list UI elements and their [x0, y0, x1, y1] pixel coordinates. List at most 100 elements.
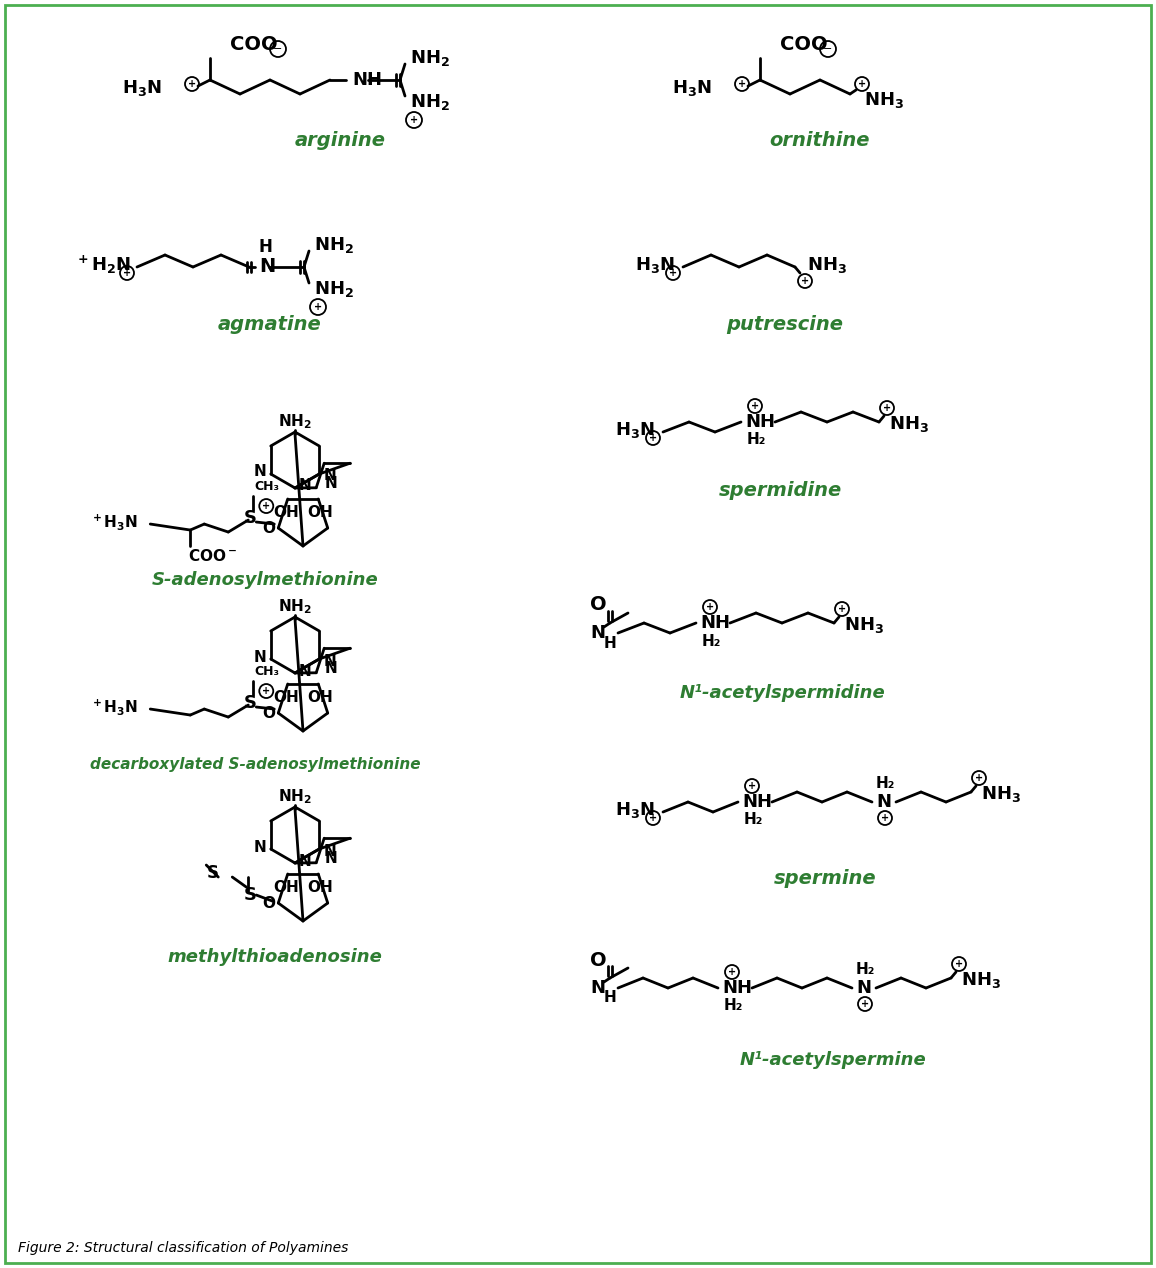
Text: OH: OH	[273, 506, 298, 520]
Text: $\mathbf{NH_2}$: $\mathbf{NH_2}$	[314, 235, 354, 255]
Text: Figure 2: Structural classification of Polyamines: Figure 2: Structural classification of P…	[18, 1241, 348, 1255]
Text: H₂: H₂	[702, 634, 721, 648]
Text: H: H	[603, 635, 616, 650]
Text: H: H	[603, 990, 616, 1006]
Text: +: +	[262, 501, 271, 511]
Text: $\mathbf{NH_2}$: $\mathbf{NH_2}$	[277, 597, 312, 616]
Text: +: +	[706, 602, 714, 612]
Text: H₂: H₂	[747, 432, 766, 448]
Text: spermidine: spermidine	[718, 481, 842, 500]
Text: O: O	[261, 705, 275, 720]
Text: N: N	[324, 662, 336, 676]
Text: $\mathbf{^+H_2N}$: $\mathbf{^+H_2N}$	[75, 254, 131, 276]
Text: OH: OH	[273, 691, 298, 705]
Text: putrescine: putrescine	[726, 316, 844, 335]
Text: N: N	[876, 792, 891, 812]
Text: +: +	[861, 999, 869, 1009]
Text: O: O	[590, 596, 606, 615]
Text: OH: OH	[273, 880, 298, 895]
Text: $\mathbf{NH_2}$: $\mathbf{NH_2}$	[410, 93, 450, 112]
Text: N: N	[259, 257, 275, 276]
Text: O: O	[261, 521, 275, 535]
Text: +: +	[188, 79, 197, 89]
Text: $\mathbf{NH_2}$: $\mathbf{NH_2}$	[314, 279, 354, 299]
Text: $\mathbf{H_3N}$: $\mathbf{H_3N}$	[615, 800, 655, 820]
Text: N: N	[591, 979, 606, 997]
Text: N: N	[324, 477, 336, 491]
Text: H: H	[258, 238, 272, 256]
Text: N: N	[299, 478, 312, 493]
Text: $\mathbf{H_3N}$: $\mathbf{H_3N}$	[615, 420, 655, 440]
Text: NH: NH	[701, 614, 729, 631]
Text: H₂: H₂	[724, 998, 743, 1013]
Text: NH: NH	[742, 792, 772, 812]
Text: CH₃: CH₃	[254, 479, 280, 492]
Text: $\mathbf{NH_3}$: $\mathbf{NH_3}$	[864, 90, 904, 110]
Text: S-adenosylmethionine: S-adenosylmethionine	[151, 571, 378, 590]
Text: H₂: H₂	[876, 776, 896, 791]
Text: S: S	[244, 886, 257, 904]
Text: N: N	[855, 979, 870, 997]
Text: $\mathbf{^+H_3N}$: $\mathbf{^+H_3N}$	[90, 512, 139, 533]
Text: COO: COO	[780, 36, 828, 55]
Text: OH: OH	[307, 506, 333, 520]
Text: H₂: H₂	[855, 962, 875, 978]
Text: N: N	[591, 624, 606, 642]
Text: OH: OH	[307, 691, 333, 705]
Text: $\mathbf{H_3N}$: $\mathbf{H_3N}$	[123, 79, 162, 98]
Text: +: +	[751, 401, 759, 411]
Text: N¹-acetylspermidine: N¹-acetylspermidine	[680, 683, 885, 702]
Text: S: S	[244, 508, 257, 527]
Text: OH: OH	[307, 880, 333, 895]
Text: $\mathbf{NH_2}$: $\mathbf{NH_2}$	[410, 48, 450, 68]
Text: N: N	[324, 653, 336, 668]
Text: ornithine: ornithine	[770, 131, 870, 150]
Text: −: −	[823, 44, 832, 55]
Text: N: N	[299, 853, 312, 869]
Text: $\mathbf{COO^-}$: $\mathbf{COO^-}$	[188, 548, 237, 564]
Text: COO: COO	[230, 36, 277, 55]
Text: N: N	[324, 851, 336, 866]
Text: CH₃: CH₃	[254, 664, 280, 677]
Text: methylthioadenosine: methylthioadenosine	[168, 948, 383, 966]
Text: $\mathbf{NH_2}$: $\mathbf{NH_2}$	[277, 412, 312, 431]
Text: +: +	[669, 268, 677, 278]
Text: +: +	[262, 686, 271, 696]
Text: O: O	[590, 951, 606, 970]
Text: +: +	[314, 302, 323, 312]
Text: N: N	[254, 839, 267, 855]
Text: +: +	[975, 773, 983, 784]
Text: +: +	[410, 115, 418, 126]
Text: arginine: arginine	[295, 131, 385, 150]
Text: +: +	[881, 813, 889, 823]
Text: +: +	[123, 268, 131, 278]
Text: NH: NH	[744, 413, 775, 431]
Text: $\mathbf{NH_2}$: $\mathbf{NH_2}$	[277, 787, 312, 806]
Text: +: +	[649, 813, 657, 823]
Text: N: N	[324, 468, 336, 483]
Text: −: −	[273, 44, 283, 55]
Text: S: S	[206, 864, 218, 883]
Text: $\mathbf{NH_3}$: $\mathbf{NH_3}$	[961, 970, 1001, 990]
Text: decarboxylated S-adenosylmethionine: decarboxylated S-adenosylmethionine	[90, 757, 421, 772]
Text: NH: NH	[351, 71, 381, 89]
Text: S: S	[244, 694, 257, 713]
Text: N: N	[254, 464, 267, 479]
Text: +: +	[955, 959, 963, 969]
Text: spermine: spermine	[773, 869, 876, 888]
Text: +: +	[858, 79, 866, 89]
Text: $\mathbf{NH_3}$: $\mathbf{NH_3}$	[889, 413, 929, 434]
Text: O: O	[261, 895, 275, 910]
Text: $\mathbf{H_3N}$: $\mathbf{H_3N}$	[672, 79, 712, 98]
Text: +: +	[728, 967, 736, 978]
Text: N: N	[324, 843, 336, 858]
Text: agmatine: agmatine	[218, 316, 321, 335]
Text: $\mathbf{NH_3}$: $\mathbf{NH_3}$	[844, 615, 884, 635]
Text: NH: NH	[722, 979, 753, 997]
Text: +: +	[801, 276, 809, 287]
Text: N: N	[254, 649, 267, 664]
Text: $\mathbf{NH_3}$: $\mathbf{NH_3}$	[807, 255, 847, 275]
Text: $\mathbf{H_3N}$: $\mathbf{H_3N}$	[635, 255, 675, 275]
Text: N¹-acetylspermine: N¹-acetylspermine	[740, 1051, 926, 1069]
Text: $\mathbf{^+H_3N}$: $\mathbf{^+H_3N}$	[90, 697, 139, 716]
